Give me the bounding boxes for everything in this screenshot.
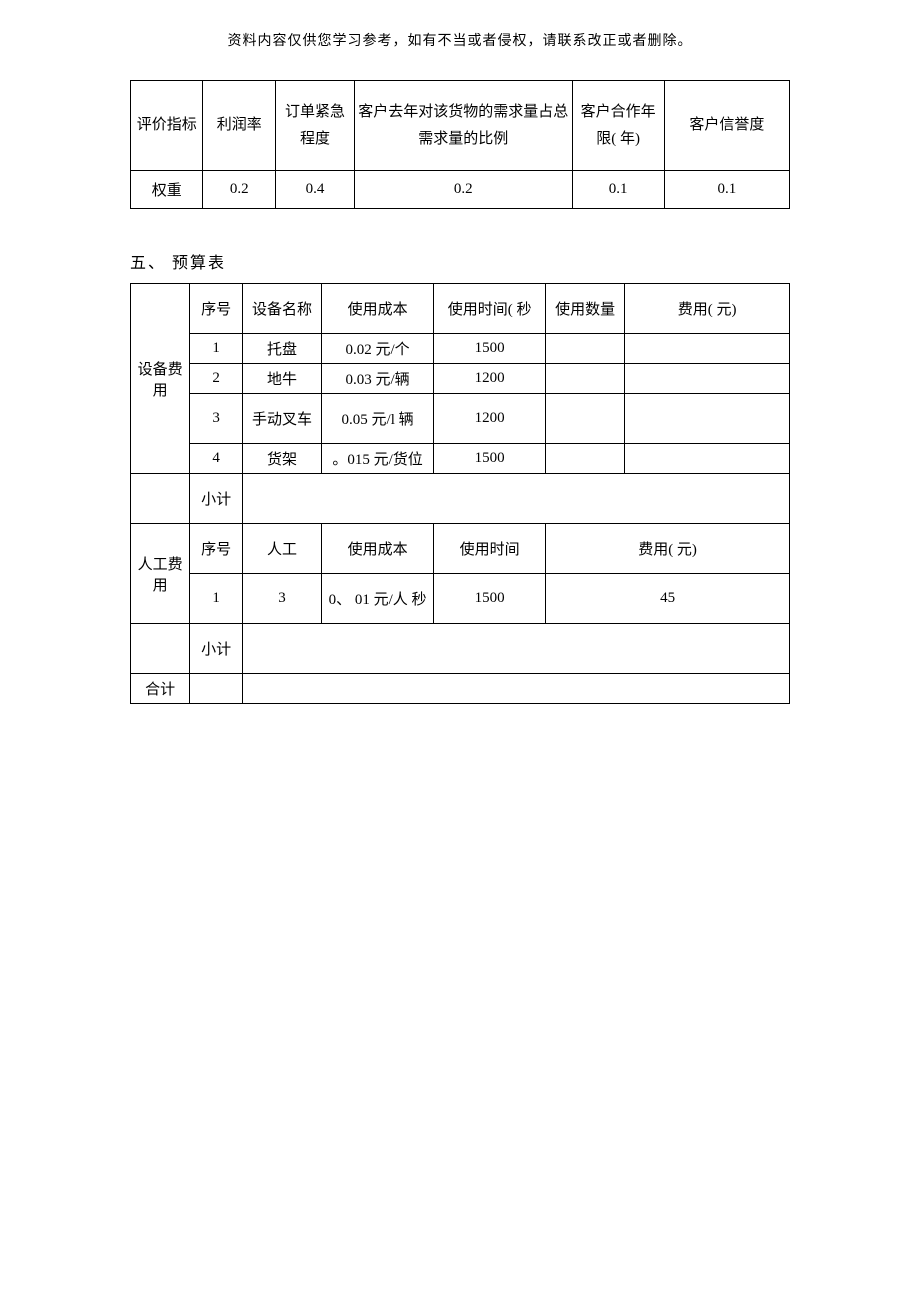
equip-fee-label: 设备费用 xyxy=(131,284,190,474)
col-time: 使用时间( 秒 xyxy=(434,284,546,334)
section-heading: 五、 预算表 xyxy=(130,249,790,273)
cell-total: 合计 xyxy=(131,674,190,704)
cell xyxy=(546,444,625,474)
cell-weight-label: 权重 xyxy=(131,171,203,209)
cell: 货架 xyxy=(243,444,322,474)
col-fee: 费用( 元) xyxy=(546,524,790,574)
cell-metric-label: 评价指标 xyxy=(131,81,203,171)
cell: 0.03 元/辆 xyxy=(322,364,434,394)
cell: 地牛 xyxy=(243,364,322,394)
table-row: 3 手动叉车 0.05 元/l 辆 1200 xyxy=(131,394,790,444)
col-time: 使用时间 xyxy=(434,524,546,574)
cell-weight-2: 0.4 xyxy=(275,171,354,209)
budget-table: 设备费用 序号 设备名称 使用成本 使用时间( 秒 使用数量 费用( 元) 1 … xyxy=(130,283,790,704)
cell-empty xyxy=(243,474,790,524)
cell: 0、 01 元/人 秒 xyxy=(322,574,434,624)
table-row: 2 地牛 0.03 元/辆 1200 xyxy=(131,364,790,394)
cell-empty xyxy=(190,674,243,704)
cell-demand-ratio: 客户去年对该货物的需求量占总需求量的比例 xyxy=(355,81,572,171)
cell-empty xyxy=(131,474,190,524)
cell: 1500 xyxy=(434,444,546,474)
cell xyxy=(546,394,625,444)
cell-profit-rate: 利润率 xyxy=(203,81,275,171)
labor-fee-label: 人工费 用 xyxy=(131,524,190,624)
col-cost: 使用成本 xyxy=(322,524,434,574)
cell: 。015 元/货位 xyxy=(322,444,434,474)
cell: 1 xyxy=(190,574,243,624)
cell: 1500 xyxy=(434,334,546,364)
cell: 1200 xyxy=(434,364,546,394)
col-fee: 费用( 元) xyxy=(625,284,790,334)
col-cost: 使用成本 xyxy=(322,284,434,334)
table-row: 1 托盘 0.02 元/个 1500 xyxy=(131,334,790,364)
table-row: 小计 xyxy=(131,474,790,524)
cell-empty xyxy=(243,674,790,704)
cell: 45 xyxy=(546,574,790,624)
cell-urgency: 订单紧急程度 xyxy=(275,81,354,171)
table-row: 评价指标 利润率 订单紧急程度 客户去年对该货物的需求量占总需求量的比例 客户合… xyxy=(131,81,790,171)
cell: 1500 xyxy=(434,574,546,624)
cell-weight-5: 0.1 xyxy=(664,171,789,209)
col-labor: 人工 xyxy=(243,524,322,574)
cell: 2 xyxy=(190,364,243,394)
cell-subtotal: 小计 xyxy=(190,624,243,674)
cell-weight-3: 0.2 xyxy=(355,171,572,209)
col-seq: 序号 xyxy=(190,524,243,574)
cell xyxy=(625,334,790,364)
cell: 1200 xyxy=(434,394,546,444)
cell: 0.02 元/个 xyxy=(322,334,434,364)
cell: 托盘 xyxy=(243,334,322,364)
cell xyxy=(546,364,625,394)
table-row: 小计 xyxy=(131,624,790,674)
table-row: 1 3 0、 01 元/人 秒 1500 45 xyxy=(131,574,790,624)
cell-empty xyxy=(131,624,190,674)
col-seq: 序号 xyxy=(190,284,243,334)
table-row: 4 货架 。015 元/货位 1500 xyxy=(131,444,790,474)
table-row: 人工费 用 序号 人工 使用成本 使用时间 费用( 元) xyxy=(131,524,790,574)
cell xyxy=(546,334,625,364)
cell: 3 xyxy=(190,394,243,444)
table-row: 权重 0.2 0.4 0.2 0.1 0.1 xyxy=(131,171,790,209)
cell: 1 xyxy=(190,334,243,364)
table-row: 设备费用 序号 设备名称 使用成本 使用时间( 秒 使用数量 费用( 元) xyxy=(131,284,790,334)
cell-years: 客户合作年限( 年) xyxy=(572,81,664,171)
cell-weight-1: 0.2 xyxy=(203,171,275,209)
disclaimer-text: 资料内容仅供您学习参考，如有不当或者侵权，请联系改正或者删除。 xyxy=(130,30,790,50)
col-qty: 使用数量 xyxy=(546,284,625,334)
col-name: 设备名称 xyxy=(243,284,322,334)
document-page: 资料内容仅供您学习参考，如有不当或者侵权，请联系改正或者删除。 评价指标 利润率… xyxy=(0,0,920,704)
cell: 3 xyxy=(243,574,322,624)
cell: 手动叉车 xyxy=(243,394,322,444)
table-row: 合计 xyxy=(131,674,790,704)
cell xyxy=(625,364,790,394)
cell xyxy=(625,444,790,474)
cell: 4 xyxy=(190,444,243,474)
cell-subtotal: 小计 xyxy=(190,474,243,524)
cell xyxy=(625,394,790,444)
cell: 0.05 元/l 辆 xyxy=(322,394,434,444)
cell-credit: 客户信誉度 xyxy=(664,81,789,171)
evaluation-weights-table: 评价指标 利润率 订单紧急程度 客户去年对该货物的需求量占总需求量的比例 客户合… xyxy=(130,80,790,209)
cell-weight-4: 0.1 xyxy=(572,171,664,209)
cell-empty xyxy=(243,624,790,674)
